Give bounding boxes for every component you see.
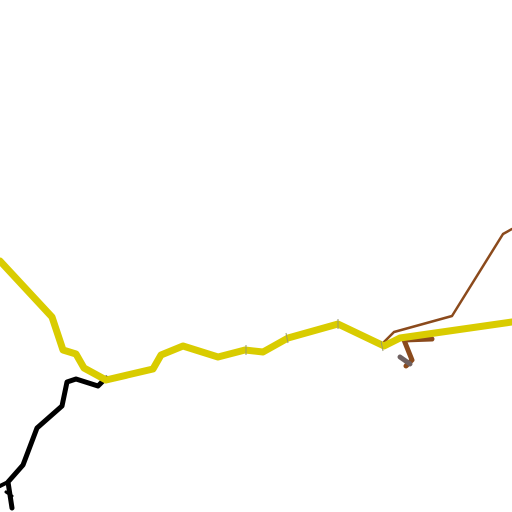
road-tick-marks <box>245 319 384 355</box>
brown-track-line[interactable] <box>378 227 512 348</box>
primary-road-line[interactable] <box>0 257 512 384</box>
road-tick <box>380 340 384 352</box>
minor-road-spur[interactable] <box>0 480 10 488</box>
grey-track-line[interactable] <box>397 354 413 367</box>
minor-road-line[interactable] <box>5 375 109 511</box>
minor-road-spur-2[interactable] <box>4 490 14 498</box>
road-tick <box>285 332 289 344</box>
